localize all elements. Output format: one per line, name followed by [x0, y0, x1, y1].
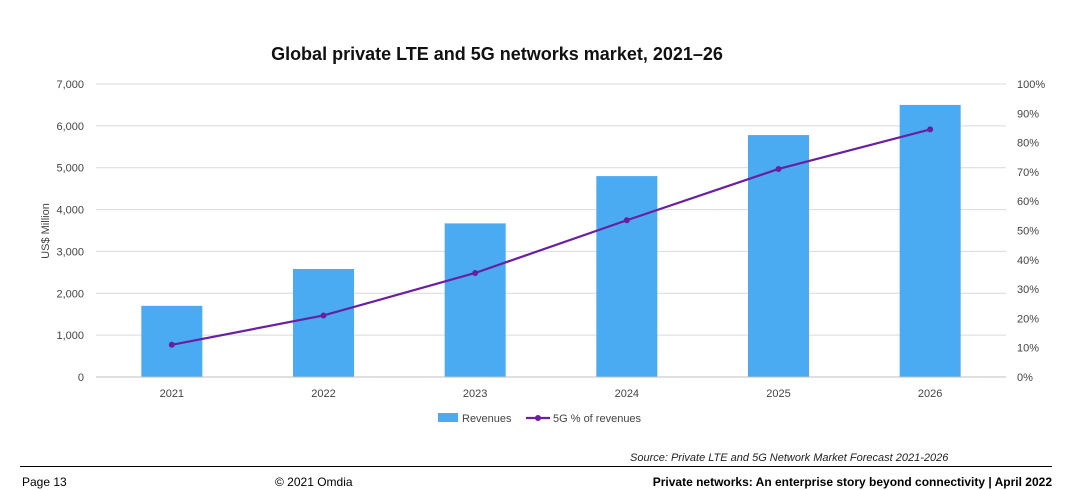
y2-tick-label: 80%	[1017, 138, 1039, 150]
gridlines	[96, 83, 1006, 336]
y-axis-label: US$ Million	[40, 203, 52, 259]
y2-tick-label: 70%	[1017, 167, 1039, 179]
y2-tick-label: 10%	[1017, 343, 1039, 355]
point-5g-2023	[472, 269, 479, 276]
y-axis-ticks: 0 1,000 2,000 3,000 4,000 5,000 6,000 7,000	[56, 79, 84, 384]
y2-tick-label: 50%	[1017, 226, 1039, 238]
x-tick-label: 2024	[615, 388, 639, 400]
line-5g-percent	[171, 128, 931, 346]
legend: Revenues 5G % of revenues	[438, 413, 642, 425]
page-number: Page 13	[22, 475, 67, 489]
y-tick-label: 6,000	[56, 121, 84, 133]
point-5g-2022	[320, 312, 327, 319]
x-tick-label: 2022	[311, 388, 335, 400]
y2-tick-label: 20%	[1017, 313, 1039, 325]
y-tick-label: 7,000	[56, 79, 84, 91]
document-title: Private networks: An enterprise story be…	[652, 475, 1052, 489]
point-5g-2024	[623, 217, 630, 224]
y2-tick-label: 90%	[1017, 108, 1039, 120]
bar-revenues-2022	[293, 269, 354, 377]
y-tick-label: 1,000	[56, 330, 84, 342]
legend-label-5g: 5G % of revenues	[553, 413, 642, 425]
y2-tick-label: 0%	[1017, 372, 1033, 384]
point-5g-2021	[168, 341, 175, 348]
bar-revenues-2023	[444, 223, 506, 377]
bar-revenues-2024	[596, 176, 658, 377]
x-axis-ticks: 2021 2022 2023 2024 2025 2026	[160, 388, 943, 400]
bar-revenues-2026	[899, 104, 961, 377]
y-tick-label: 3,000	[56, 246, 84, 258]
y2-tick-label: 40%	[1017, 255, 1039, 267]
source-note: Source: Private LTE and 5G Network Marke…	[630, 452, 949, 464]
bar-series	[141, 104, 961, 377]
y-tick-label: 2,000	[56, 288, 84, 300]
x-tick-label: 2021	[160, 388, 184, 400]
legend-swatch-revenues	[438, 413, 458, 422]
y2-tick-label: 60%	[1017, 196, 1039, 208]
y-tick-label: 4,000	[56, 205, 84, 217]
y-tick-label: 5,000	[56, 163, 84, 175]
x-tick-label: 2023	[463, 388, 487, 400]
y2-axis-ticks: 0% 10% 20% 30% 40% 50% 60% 70% 80% 90% 100%	[1017, 79, 1045, 384]
legend-label-revenues: Revenues	[462, 413, 512, 425]
x-tick-label: 2026	[918, 388, 942, 400]
chart: Global private LTE and 5G networks marke…	[40, 44, 1045, 425]
legend-swatch-5g-marker	[535, 415, 541, 421]
y-tick-label: 0	[78, 372, 84, 384]
line-series	[168, 126, 934, 348]
y2-tick-label: 100%	[1017, 79, 1045, 91]
point-5g-2026	[927, 126, 934, 133]
page-footer: Page 13 © 2021 Omdia Private networks: A…	[0, 475, 1080, 490]
copyright: © 2021 Omdia	[275, 475, 353, 489]
point-5g-2025	[775, 165, 782, 172]
footer-rule	[20, 466, 1052, 467]
x-tick-label: 2025	[766, 388, 790, 400]
y2-tick-label: 30%	[1017, 284, 1039, 296]
chart-title: Global private LTE and 5G networks marke…	[271, 44, 723, 64]
